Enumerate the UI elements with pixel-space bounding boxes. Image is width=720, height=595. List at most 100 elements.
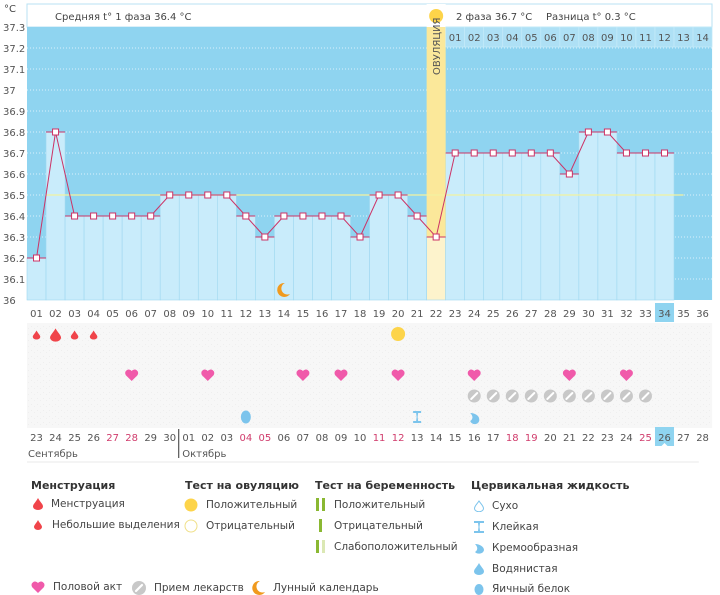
temperature-bar bbox=[616, 152, 637, 301]
legend-label: Водянистая bbox=[492, 563, 558, 575]
y-tick-label: 36.2 bbox=[3, 254, 25, 265]
phase2-day-label: 08 bbox=[582, 33, 595, 44]
temperature-point bbox=[147, 212, 155, 220]
x-tick-label: 29 bbox=[563, 309, 576, 320]
legend-preg-positive: Положительный bbox=[316, 498, 425, 511]
legend-label: Лунный календарь bbox=[273, 582, 379, 594]
temperature-point bbox=[584, 128, 592, 136]
legend-label: Небольшие выделения bbox=[52, 519, 180, 531]
temperature-point bbox=[603, 128, 611, 136]
temperature-point bbox=[661, 149, 669, 157]
legend-label: Менструация bbox=[51, 498, 125, 510]
y-tick-label: 36.5 bbox=[3, 191, 25, 202]
temperature-point bbox=[546, 149, 554, 157]
temperature-bar bbox=[217, 194, 237, 301]
temperature-bar bbox=[578, 131, 599, 301]
unit-label: °C bbox=[4, 4, 16, 15]
temperature-bar bbox=[597, 131, 618, 301]
legend-pregnancy-test-title: Тест на беременность bbox=[315, 479, 456, 492]
calendar-date: 18 bbox=[506, 433, 519, 444]
pill-stripe bbox=[584, 392, 593, 400]
creamy-icon bbox=[470, 413, 480, 425]
temperature-point bbox=[470, 149, 478, 157]
temperature-bar bbox=[483, 152, 504, 301]
legend-cervical-eggwhite: Яичный белок bbox=[474, 583, 570, 595]
x-tick-label: 09 bbox=[182, 309, 195, 320]
calendar-date: 26 bbox=[658, 433, 671, 444]
temperature-point bbox=[641, 149, 649, 157]
x-tick-label: 03 bbox=[68, 309, 81, 320]
x-tick-label: 30 bbox=[582, 309, 595, 320]
calendar-date: 27 bbox=[677, 433, 690, 444]
legend-label: Сухо bbox=[492, 500, 519, 512]
x-tick-label: 08 bbox=[163, 309, 176, 320]
legend-label: Положительный bbox=[206, 499, 298, 511]
calendar-date: 27 bbox=[106, 433, 119, 444]
calendar-date: 17 bbox=[487, 433, 500, 444]
temperature-point bbox=[432, 233, 440, 241]
legend-label: Кремообразная bbox=[492, 542, 579, 554]
today-pointer bbox=[661, 443, 668, 446]
temperature-difference: Разница t° 0.3 °C bbox=[546, 12, 636, 23]
ovulation-test-positive-icon bbox=[391, 327, 406, 341]
x-tick-label: 07 bbox=[144, 309, 157, 320]
temperature-bar bbox=[140, 215, 161, 301]
calendar-date: 21 bbox=[563, 433, 576, 444]
temperature-bar bbox=[426, 236, 446, 301]
temperature-point bbox=[166, 191, 174, 199]
heart-icon bbox=[619, 369, 633, 381]
temperature-bar bbox=[540, 152, 561, 301]
temperature-point bbox=[33, 254, 41, 262]
temperature-point bbox=[299, 212, 307, 220]
temperature-point bbox=[318, 212, 326, 220]
y-tick-label: 37.3 bbox=[3, 23, 25, 34]
temperature-point bbox=[508, 149, 516, 157]
calendar-date: 25 bbox=[639, 433, 652, 444]
temperature-bar bbox=[521, 152, 542, 301]
temperature-point bbox=[489, 149, 497, 157]
pill-stripe bbox=[565, 392, 574, 400]
calendar-date: 23 bbox=[30, 433, 43, 444]
calendar-date: 02 bbox=[201, 433, 214, 444]
heart-icon bbox=[391, 369, 405, 381]
x-tick-label: 36 bbox=[696, 309, 709, 320]
calendar-date: 01 bbox=[182, 433, 195, 444]
x-tick-label: 31 bbox=[601, 309, 614, 320]
small-drop-icon bbox=[34, 520, 42, 530]
x-tick-label: 28 bbox=[544, 309, 557, 320]
y-tick-label: 37.2 bbox=[3, 44, 25, 55]
calendar-date: 03 bbox=[220, 433, 233, 444]
x-tick-label: 06 bbox=[125, 309, 138, 320]
temperature-bar bbox=[121, 215, 142, 301]
month-label-september: Сентябрь bbox=[28, 449, 78, 460]
temperature-point bbox=[52, 128, 60, 136]
temperature-bar bbox=[502, 152, 523, 301]
calendar-date: 11 bbox=[373, 433, 386, 444]
legend-label: Прием лекарств bbox=[154, 582, 244, 594]
egg-white-icon bbox=[240, 410, 251, 424]
heart-icon bbox=[31, 581, 45, 593]
temperature-point bbox=[622, 149, 630, 157]
temperature-bar bbox=[559, 173, 580, 301]
x-tick-label: 32 bbox=[620, 309, 633, 320]
calendar-date: 04 bbox=[239, 433, 252, 444]
legend-menstruation: Менструация bbox=[33, 498, 125, 510]
temperature-point bbox=[242, 212, 250, 220]
weak-double-bar-icon bbox=[316, 540, 325, 553]
x-tick-label: 11 bbox=[220, 309, 233, 320]
temperature-bar bbox=[255, 236, 275, 301]
y-tick-label: 36.8 bbox=[3, 128, 25, 139]
legend-preg-negative: Отрицательный bbox=[316, 519, 423, 532]
x-tick-label: 02 bbox=[49, 309, 62, 320]
temperature-point bbox=[356, 233, 364, 241]
calendar-date: 13 bbox=[411, 433, 424, 444]
phase2-average: 2 фаза 36.7 °C bbox=[456, 12, 532, 23]
pill-stripe bbox=[641, 392, 650, 400]
sticky-icon bbox=[474, 521, 484, 533]
temperature-bar bbox=[26, 257, 47, 301]
phase2-day-label: 01 bbox=[449, 33, 462, 44]
x-tick-label: 27 bbox=[525, 309, 538, 320]
phase2-day-label: 02 bbox=[468, 33, 481, 44]
calendar-row: 23 24 25 26 27 28 29 30 01 02 03 04 05 06 07 08 09 10 11 12… bbox=[27, 427, 709, 463]
calendar-date: 20 bbox=[544, 433, 557, 444]
